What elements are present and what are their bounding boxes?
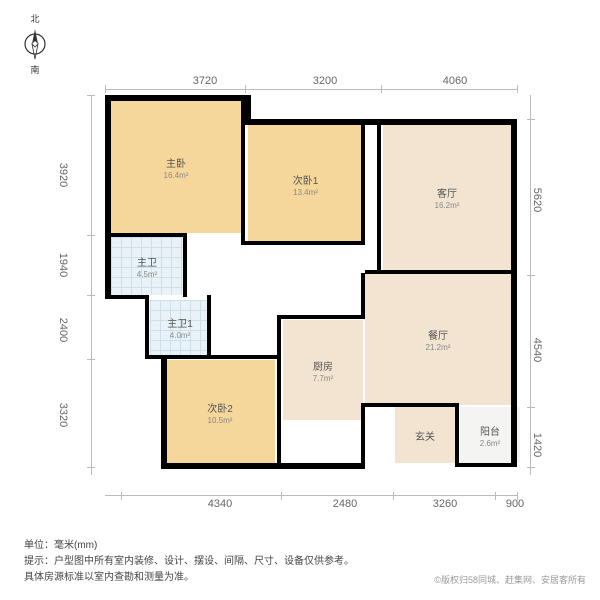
room-label: 主卫 <box>137 254 157 269</box>
dim-tick <box>527 119 535 120</box>
wall-segment <box>161 463 365 469</box>
room-label: 次卧1 <box>293 172 319 187</box>
wall-segment <box>161 355 167 467</box>
note-line-1: 提示：户型图中所有室内装修、设计、摆设、间隔、尺寸、设备仅供参考。 <box>24 554 354 570</box>
room-area: 2.6m² <box>480 439 500 448</box>
floor-plan: 372032004060 434024803260900 39201940240… <box>65 75 545 510</box>
room-label: 客厅 <box>437 185 457 200</box>
room-dining: 餐厅21.2m² <box>365 273 511 405</box>
dimension-label: 900 <box>506 498 524 510</box>
dim-line-top <box>105 89 517 90</box>
room-bed2: 次卧210.5m² <box>165 360 275 464</box>
wall-segment <box>105 95 111 299</box>
room-bath: 主卫4.5m² <box>111 237 183 295</box>
dim-tick <box>87 295 95 296</box>
dimension-label: 3200 <box>313 75 337 87</box>
wall-segment <box>361 273 365 319</box>
wall-segment <box>277 315 281 463</box>
room-area: 7.7m² <box>313 374 333 383</box>
wall-segment <box>183 233 187 297</box>
room-label: 阳台 <box>480 423 500 438</box>
dim-tick <box>87 235 95 236</box>
dim-tick <box>121 492 122 500</box>
room-living: 客厅16.2m² <box>383 125 511 270</box>
room-area: 4.0m² <box>170 331 190 340</box>
room-kitchen: 厨房7.7m² <box>283 320 363 420</box>
wall-segment <box>207 295 211 357</box>
room-label: 玄关 <box>415 428 435 443</box>
room-label: 餐厅 <box>428 327 448 342</box>
dimension-label: 4540 <box>531 338 543 362</box>
dimension-label: 1940 <box>57 253 69 277</box>
compass-north: 北 <box>18 12 52 25</box>
wall-segment <box>377 125 381 273</box>
dim-tick <box>87 467 95 468</box>
dimension-label: 3720 <box>193 75 217 87</box>
note-line-2: 具体房源标准以室内查勘和测量为准。 <box>24 570 354 586</box>
wall-segment <box>245 241 365 245</box>
copyright: ©版权归58同城、赶集网、安居客所有 <box>434 573 586 586</box>
unit-label: 单位：毫米(mm) <box>24 538 354 554</box>
dim-tick <box>517 85 518 93</box>
room-bath1: 主卫14.0m² <box>150 300 210 355</box>
wall-segment <box>455 463 517 467</box>
wall-segment <box>145 295 149 359</box>
room-master: 主卧16.4m² <box>111 101 241 233</box>
wall-segment <box>455 403 459 467</box>
wall-segment <box>241 101 245 245</box>
dim-tick <box>281 492 282 500</box>
dim-line-right <box>530 95 531 475</box>
room-label: 主卫1 <box>167 315 193 330</box>
wall-segment <box>281 315 365 319</box>
compass: 北 南 <box>18 12 52 72</box>
wall-segment <box>105 233 187 237</box>
dim-line-bottom <box>105 495 517 496</box>
dim-tick <box>527 407 535 408</box>
wall-segment <box>245 119 517 125</box>
room-area: 16.2m² <box>435 201 460 210</box>
plan-canvas: 主卧16.4m²次卧113.4m²客厅16.2m²主卫4.5m²主卫14.0m²… <box>105 95 517 475</box>
room-label: 次卧2 <box>207 400 233 415</box>
wall-segment <box>361 125 365 245</box>
dim-tick <box>393 492 394 500</box>
wall-segment <box>105 295 149 299</box>
dimension-label: 2400 <box>57 318 69 342</box>
dimension-label: 3260 <box>433 498 457 510</box>
room-foyer: 玄关 <box>395 407 455 463</box>
room-label: 主卧 <box>166 155 186 170</box>
dim-tick <box>87 95 95 96</box>
dimension-label: 5620 <box>531 188 543 212</box>
dim-tick <box>527 467 535 468</box>
wall-segment <box>365 403 459 407</box>
dim-tick <box>105 85 106 93</box>
dim-tick <box>87 359 95 360</box>
wall-segment <box>105 95 245 101</box>
room-label: 厨房 <box>313 358 333 373</box>
compass-icon <box>24 27 46 61</box>
room-area: 21.2m² <box>426 343 451 352</box>
footer-notes: 单位：毫米(mm) 提示：户型图中所有室内装修、设计、摆设、间隔、尺寸、设备仅供… <box>24 538 354 586</box>
dimension-label: 2480 <box>333 498 357 510</box>
room-area: 13.4m² <box>293 188 318 197</box>
dim-tick <box>245 85 246 93</box>
wall-segment <box>365 270 515 274</box>
dimension-label: 1420 <box>531 433 543 457</box>
compass-south: 南 <box>18 63 52 76</box>
room-area: 10.5m² <box>208 416 233 425</box>
wall-segment <box>167 355 281 359</box>
dimension-label: 4340 <box>208 498 232 510</box>
wall-segment <box>511 119 517 467</box>
wall-segment <box>361 403 365 467</box>
dim-tick <box>527 275 535 276</box>
room-bed1: 次卧113.4m² <box>248 125 363 243</box>
room-area: 16.4m² <box>164 171 189 180</box>
dim-line-left <box>91 95 92 475</box>
dimension-label: 3920 <box>57 163 69 187</box>
dimension-label: 3320 <box>57 403 69 427</box>
dim-tick <box>495 492 496 500</box>
dim-tick <box>381 85 382 93</box>
room-area: 4.5m² <box>137 270 157 279</box>
dim-tick <box>517 492 518 500</box>
dimension-label: 4060 <box>443 75 467 87</box>
